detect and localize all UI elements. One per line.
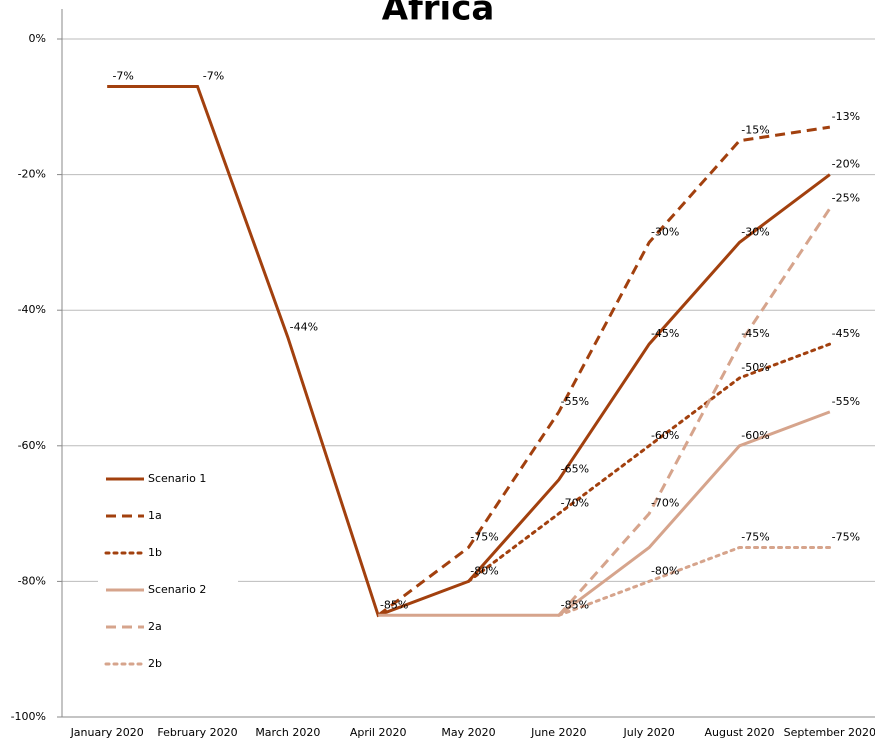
data-label: -55%: [561, 395, 589, 408]
data-label: -7%: [203, 69, 224, 82]
data-label: -55%: [832, 395, 860, 408]
legend-label: Scenario 1: [148, 472, 206, 485]
data-label: -80%: [651, 564, 679, 577]
y-tick-label: 0%: [29, 32, 46, 45]
legend-label: Scenario 2: [148, 583, 206, 596]
legend-label: 1a: [148, 509, 162, 522]
x-tick-label: September 2020: [784, 726, 875, 739]
data-label: -20%: [832, 158, 860, 171]
x-tick-label: January 2020: [70, 726, 144, 739]
data-label: -75%: [832, 531, 860, 544]
x-tick-label: June 2020: [530, 726, 586, 739]
data-label: -85%: [561, 598, 589, 611]
x-tick-label: July 2020: [623, 726, 675, 739]
data-label: -25%: [832, 192, 860, 205]
x-tick-label: May 2020: [441, 726, 495, 739]
series-line: [467, 342, 832, 583]
data-label: -75%: [470, 531, 498, 544]
data-label: -44%: [290, 320, 318, 333]
data-label: -45%: [741, 327, 769, 340]
data-label: -85%: [380, 598, 408, 611]
data-label: -70%: [651, 497, 679, 510]
x-tick-label: August 2020: [705, 726, 775, 739]
data-label: -60%: [741, 429, 769, 442]
data-label: -45%: [651, 327, 679, 340]
series-line: [377, 125, 831, 617]
y-tick-label: -60%: [18, 439, 46, 452]
legend-label: 2a: [148, 620, 162, 633]
x-tick-label: February 2020: [157, 726, 237, 739]
series-line: [557, 207, 832, 617]
y-tick-label: -20%: [18, 168, 46, 181]
data-label: -30%: [741, 225, 769, 238]
data-label: -30%: [651, 225, 679, 238]
series-line: [378, 410, 831, 617]
data-label: -13%: [832, 110, 860, 123]
data-label: -50%: [741, 361, 769, 374]
y-tick-label: -80%: [18, 574, 46, 587]
data-label: -75%: [741, 531, 769, 544]
data-label: -15%: [741, 124, 769, 137]
data-label: -80%: [470, 564, 498, 577]
y-tick-label: -40%: [18, 303, 46, 316]
data-label: -60%: [651, 429, 679, 442]
legend-label: 2b: [148, 657, 162, 670]
x-tick-label: March 2020: [255, 726, 320, 739]
legend-box: [98, 462, 238, 682]
chart-title: Africa: [382, 0, 495, 29]
data-label: -70%: [561, 497, 589, 510]
data-label: -45%: [832, 327, 860, 340]
x-tick-label: April 2020: [350, 726, 407, 739]
y-tick-label: -100%: [11, 710, 46, 723]
data-label: -7%: [112, 69, 133, 82]
series-line: [557, 546, 832, 617]
legend-label: 1b: [148, 546, 162, 559]
data-label: -65%: [561, 463, 589, 476]
